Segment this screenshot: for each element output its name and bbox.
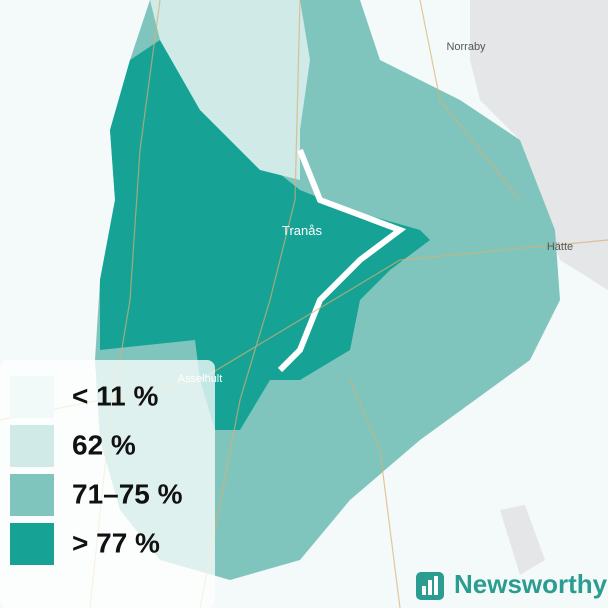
legend-swatch: [10, 474, 54, 516]
brand-logo-bar: [428, 580, 432, 595]
legend-label: < 11 %: [72, 380, 159, 411]
place-label: Hätte: [547, 241, 573, 253]
river: [277, 148, 407, 373]
place-label: Norraby: [446, 41, 486, 53]
legend: < 11 % 62 % 71–75 % > 77 %: [10, 376, 183, 565]
region-over-77: [100, 40, 430, 430]
legend-swatch: [10, 376, 54, 418]
legend-label: 71–75 %: [72, 478, 183, 509]
legend-label: 62 %: [72, 429, 136, 460]
brand-logo-bar: [422, 586, 426, 595]
lake: [500, 505, 545, 575]
brand-logo-bar: [434, 576, 438, 595]
brand: Newsworthy: [416, 569, 608, 600]
legend-swatch: [10, 425, 54, 467]
lake: [470, 0, 608, 290]
place-label: Tranås: [282, 223, 322, 238]
region-62: [150, 0, 310, 180]
legend-swatch: [10, 523, 54, 565]
brand-name: Newsworthy: [454, 569, 608, 599]
legend-label: > 77 %: [72, 527, 160, 558]
